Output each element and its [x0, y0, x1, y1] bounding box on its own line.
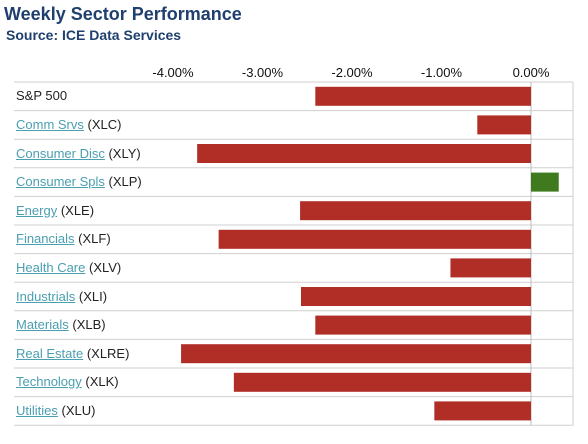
chart-title: Weekly Sector Performance — [4, 4, 242, 24]
category-ticker: (XLU) — [57, 402, 96, 418]
category-label: Health Care (XLV) — [16, 260, 121, 276]
x-tick-label: 0.00% — [513, 65, 550, 80]
category-name: S&P 500 — [16, 88, 68, 104]
category-label: Financials (XLF) — [16, 231, 111, 247]
category-ticker: (XLI) — [75, 288, 108, 304]
category-link[interactable]: Energy — [16, 202, 58, 218]
bar-s-p-500 — [315, 86, 531, 106]
category-ticker: (XLP) — [104, 174, 142, 190]
category-link[interactable]: Industrials — [16, 288, 76, 304]
category-ticker: (XLC) — [83, 116, 122, 132]
category-label: Technology (XLK) — [16, 374, 119, 390]
bar-materials — [315, 315, 531, 335]
category-ticker: (XLRE) — [83, 345, 130, 361]
bar-utilities — [434, 401, 531, 421]
x-tick-label: -1.00% — [421, 65, 463, 80]
category-label: Industrials (XLI) — [16, 289, 107, 305]
bar-health-care — [450, 258, 531, 278]
category-label: Comm Srvs (XLC) — [16, 117, 121, 133]
category-link[interactable]: Consumer Disc — [16, 145, 105, 161]
x-tick-label: -3.00% — [242, 65, 284, 80]
bar-real-estate — [181, 344, 531, 364]
category-link[interactable]: Health Care — [16, 259, 86, 275]
category-link[interactable]: Consumer Spls — [16, 174, 105, 190]
category-label: S&P 500 — [16, 88, 67, 104]
category-ticker: (XLY) — [104, 145, 141, 161]
bar-technology — [233, 372, 532, 392]
category-ticker: (XLV) — [85, 259, 122, 275]
category-ticker: (XLE) — [57, 202, 95, 218]
x-tick-label: -2.00% — [331, 65, 373, 80]
bar-consumer-spls — [531, 172, 559, 192]
category-link[interactable]: Comm Srvs — [16, 116, 84, 132]
category-ticker: (XLB) — [68, 317, 106, 333]
category-label: Materials (XLB) — [16, 317, 106, 333]
bar-financials — [218, 229, 531, 249]
bar-energy — [300, 201, 531, 221]
category-label: Real Estate (XLRE) — [16, 346, 129, 362]
category-link[interactable]: Technology — [16, 374, 82, 390]
category-link[interactable]: Utilities — [16, 402, 58, 418]
bar-industrials — [300, 287, 531, 306]
category-ticker: (XLK) — [81, 374, 119, 390]
category-label: Consumer Spls (XLP) — [16, 174, 142, 190]
category-link[interactable]: Financials — [16, 231, 75, 247]
category-label: Consumer Disc (XLY) — [16, 146, 141, 162]
x-tick-label: -4.00% — [152, 65, 194, 80]
chart-source: Source: ICE Data Services — [6, 27, 182, 43]
category-label: Energy (XLE) — [16, 203, 94, 219]
bar-consumer-disc — [197, 144, 532, 163]
category-link[interactable]: Materials — [16, 317, 69, 333]
category-link[interactable]: Real Estate — [16, 345, 84, 361]
category-ticker: (XLF) — [74, 231, 111, 247]
category-label: Utilities (XLU) — [16, 403, 95, 419]
bar-comm-srvs — [477, 115, 531, 135]
